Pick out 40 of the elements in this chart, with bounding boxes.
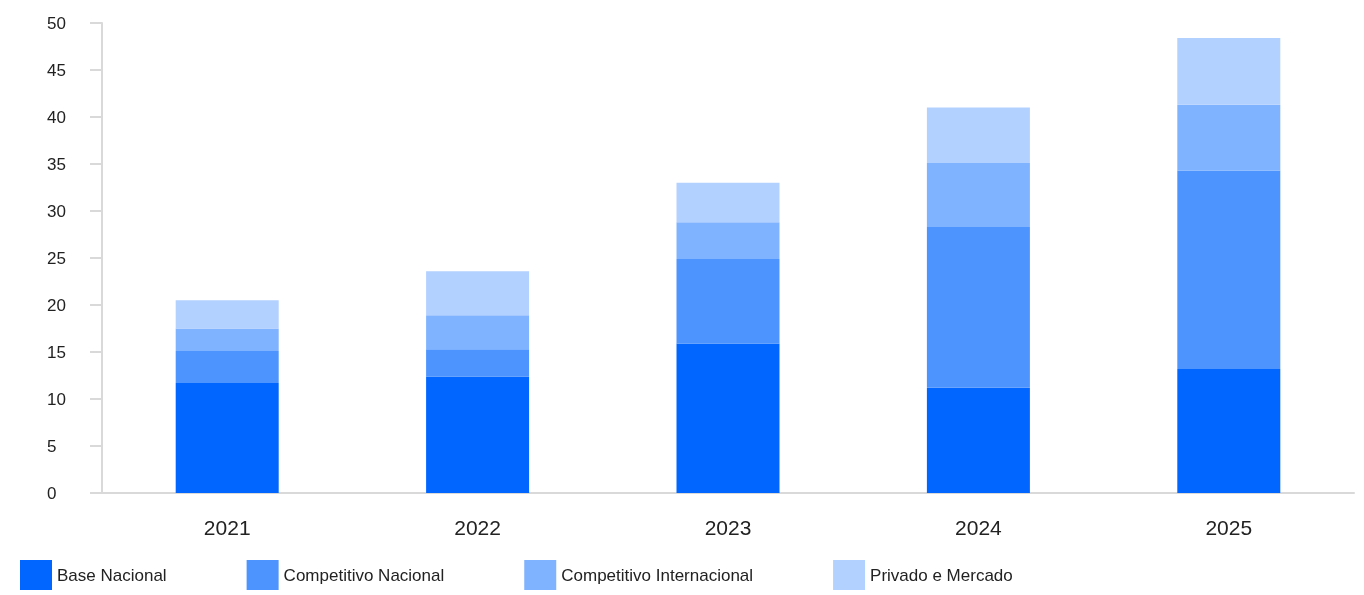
legend-label: Base Nacional bbox=[57, 565, 167, 585]
bar bbox=[676, 182, 780, 223]
y-tick-label: 30 bbox=[47, 201, 66, 221]
y-tick-label: 25 bbox=[47, 248, 66, 268]
bar bbox=[926, 163, 1030, 227]
x-tick-label: 2022 bbox=[454, 516, 501, 539]
y-tick-label: 45 bbox=[47, 60, 66, 80]
bar bbox=[1177, 104, 1281, 171]
bar bbox=[676, 222, 780, 259]
bar bbox=[426, 271, 530, 316]
bar bbox=[926, 387, 1030, 493]
bar bbox=[926, 226, 1030, 388]
legend-label: Competitivo Internacional bbox=[561, 565, 754, 585]
bar bbox=[426, 376, 530, 493]
bar bbox=[1177, 368, 1281, 493]
bar bbox=[926, 107, 1030, 164]
bar bbox=[676, 258, 780, 344]
bar bbox=[175, 300, 279, 329]
y-tick-label: 10 bbox=[47, 389, 66, 409]
y-tick-label: 0 bbox=[47, 483, 57, 503]
y-tick-label: 50 bbox=[47, 13, 66, 33]
y-tick-label: 35 bbox=[47, 154, 66, 174]
bar bbox=[1177, 38, 1281, 105]
legend-label: Competitivo Nacional bbox=[283, 565, 445, 585]
y-tick-label: 20 bbox=[47, 295, 66, 315]
y-tick-label: 5 bbox=[47, 436, 57, 456]
y-tick-label: 15 bbox=[47, 342, 66, 362]
x-tick-label: 2024 bbox=[955, 516, 1003, 539]
bar bbox=[426, 349, 530, 377]
x-tick-label: 2023 bbox=[704, 516, 752, 539]
x-tick-label: 2025 bbox=[1205, 516, 1253, 539]
bar bbox=[426, 315, 530, 350]
legend-label: Privado e Mercado bbox=[870, 565, 1013, 585]
bar bbox=[1177, 170, 1281, 369]
y-tick-label: 40 bbox=[47, 107, 66, 127]
bar bbox=[175, 351, 279, 384]
bar bbox=[175, 383, 279, 493]
bar bbox=[175, 328, 279, 352]
bar bbox=[676, 343, 780, 493]
x-tick-label: 2021 bbox=[203, 516, 251, 539]
